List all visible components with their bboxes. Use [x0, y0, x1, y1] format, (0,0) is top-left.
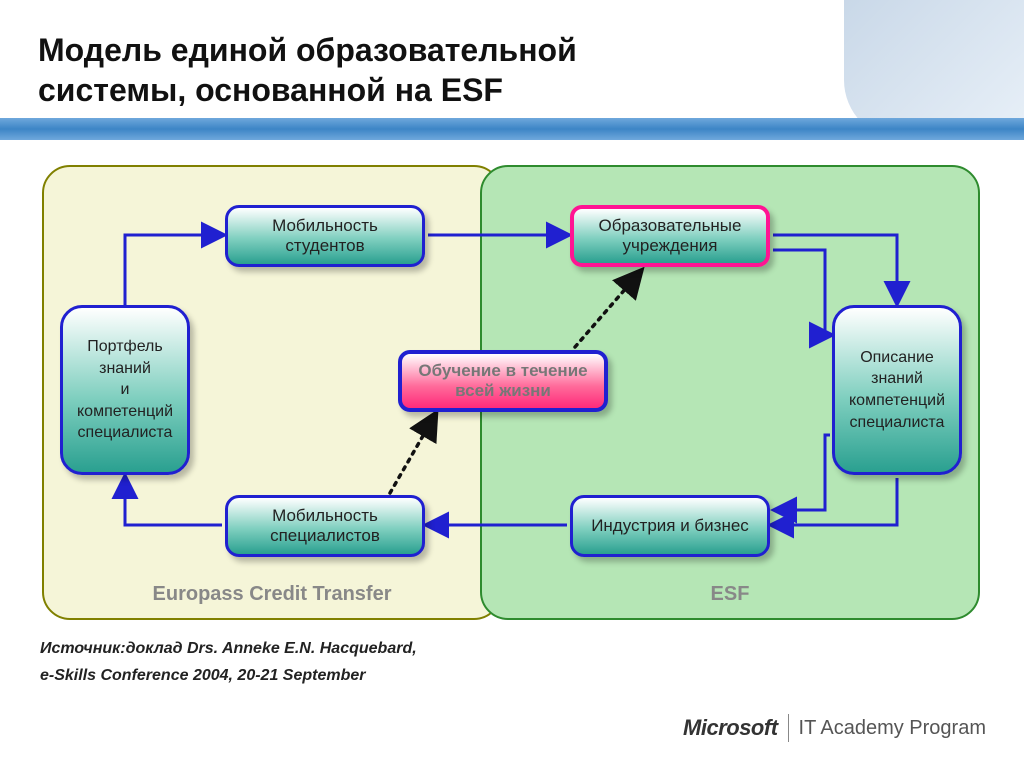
- node-industry: Индустрия и бизнес: [570, 495, 770, 557]
- node-industry-text: Индустрия и бизнес: [591, 516, 749, 536]
- slide-title: Модель единой образовательной системы, о…: [38, 30, 577, 110]
- node-mob-spec-text: Мобильность специалистов: [238, 506, 412, 546]
- node-lifelong-text: Обучение в течение всей жизни: [412, 361, 594, 401]
- node-edu-inst: Образовательные учреждения: [570, 205, 770, 267]
- node-description-text: Описание знаний компетенций специалиста: [845, 347, 949, 433]
- footer-line2: e-Skills Conference 2004, 20-21 Septembe…: [40, 667, 366, 684]
- panel-europass-label: Europass Credit Transfer: [44, 583, 500, 606]
- node-portfolio-text: Портфель знаний и компетенций специалист…: [73, 336, 177, 444]
- node-portfolio: Портфель знаний и компетенций специалист…: [60, 305, 190, 475]
- footer-logo: Microsoft IT Academy Program: [683, 714, 986, 742]
- diagram-area: Europass Credit Transfer ESF: [0, 155, 1024, 715]
- node-mob-students-text: Мобильность студентов: [238, 216, 412, 256]
- logo-divider: [788, 714, 789, 742]
- footer-source: Источник:доклад Drs. Anneke E.N. Hacqueb…: [40, 635, 417, 689]
- footer-line1: Источник:доклад Drs. Anneke E.N. Hacqueb…: [40, 640, 417, 657]
- node-description: Описание знаний компетенций специалиста: [832, 305, 962, 475]
- program-label: IT Academy Program: [799, 717, 986, 740]
- panel-esf-label: ESF: [482, 583, 978, 606]
- node-edu-inst-text: Образовательные учреждения: [584, 216, 756, 256]
- title-line1: Модель единой образовательной: [38, 32, 577, 68]
- node-mob-spec: Мобильность специалистов: [225, 495, 425, 557]
- node-mob-students: Мобильность студентов: [225, 205, 425, 267]
- title-line2: системы, основанной на ESF: [38, 72, 503, 108]
- node-lifelong: Обучение в течение всей жизни: [398, 350, 608, 412]
- header-band: [0, 118, 1024, 140]
- microsoft-logo: Microsoft: [683, 715, 778, 741]
